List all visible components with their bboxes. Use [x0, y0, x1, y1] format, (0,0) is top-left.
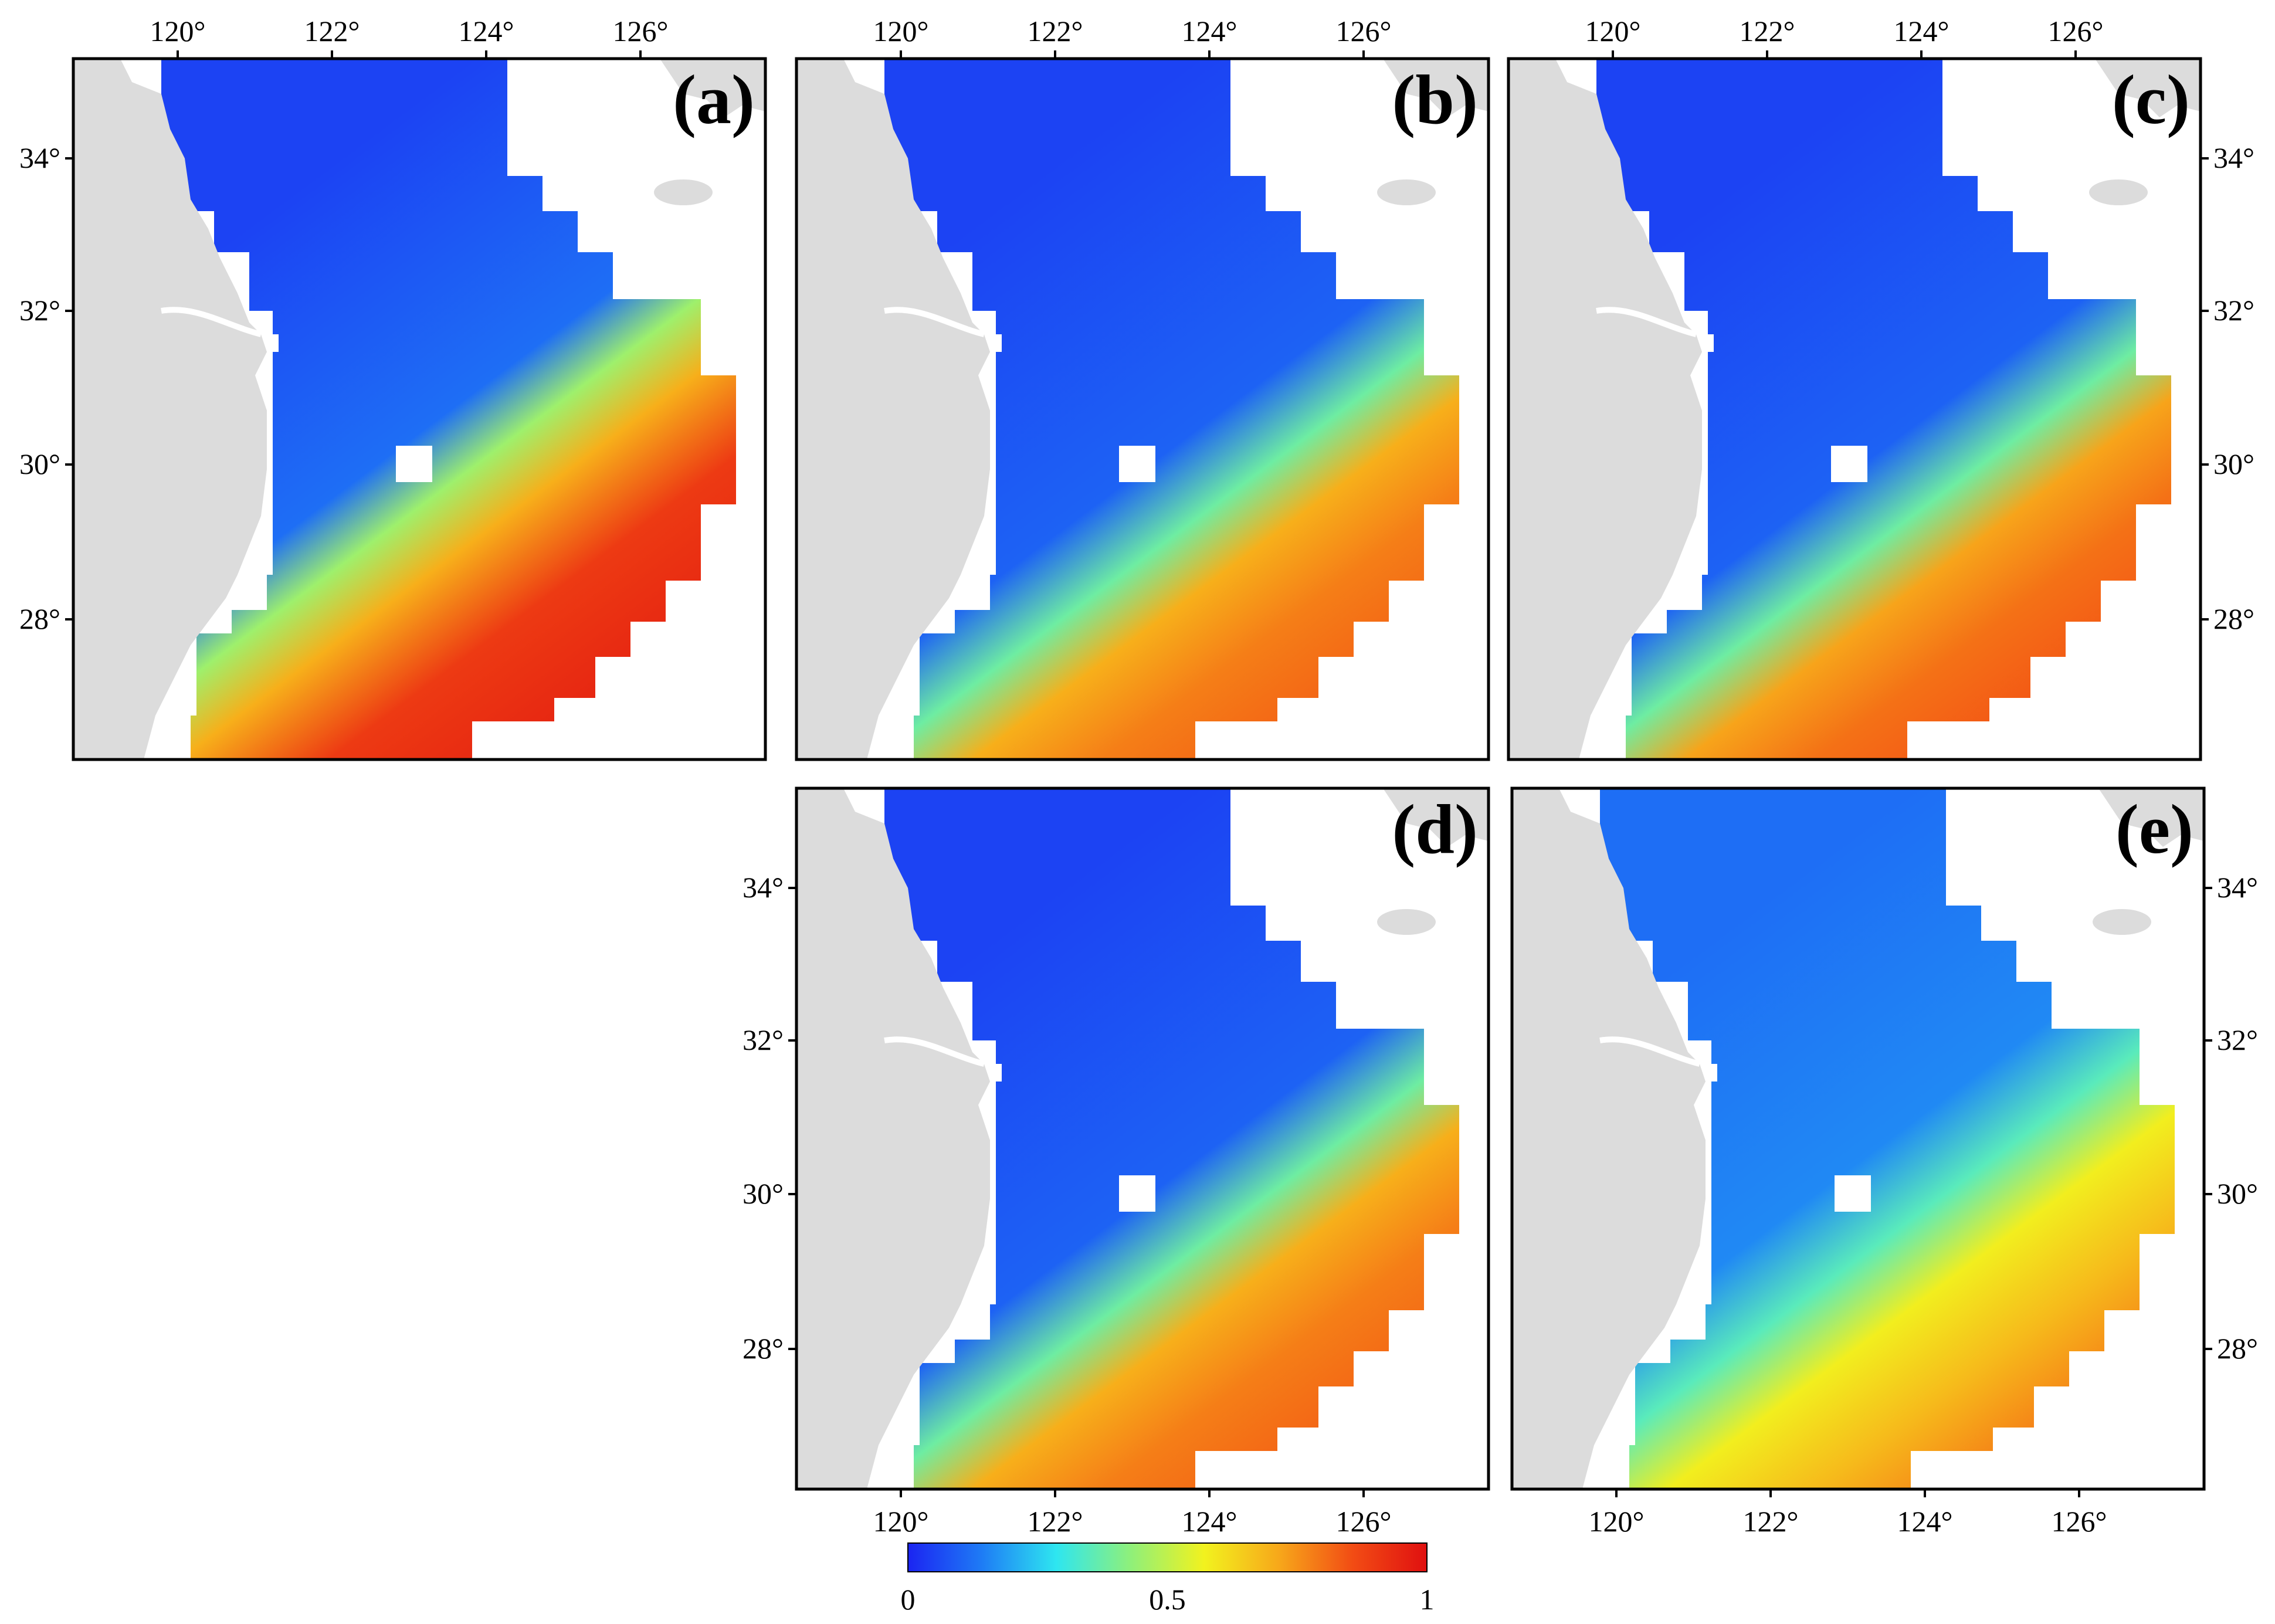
- lon-tick-label: 120°: [1589, 1505, 1645, 1538]
- land-mass: [1508, 59, 1702, 760]
- lon-tick-label: 126°: [613, 15, 669, 48]
- lat-tick-label: 30°: [19, 447, 60, 480]
- no-data-cell: [1119, 446, 1155, 482]
- panel-label: (a): [673, 60, 755, 138]
- colorbar-tick-label: 0: [901, 1583, 916, 1616]
- korea-coast: [660, 59, 765, 117]
- lat-tick-label: 34°: [19, 141, 60, 174]
- lon-tick-label: 126°: [2048, 15, 2104, 48]
- panel-frame: [1507, 57, 2202, 761]
- lat-tick-label: 32°: [2217, 1023, 2258, 1056]
- panel-label: (b): [1392, 60, 1478, 138]
- lon-tick-label: 120°: [150, 15, 206, 48]
- korea-coast: [1383, 59, 1489, 117]
- probability-field: [884, 59, 1459, 760]
- lon-tick-label: 122°: [1028, 15, 1083, 48]
- lon-tick-label: 122°: [1740, 15, 1795, 48]
- lat-tick-label: 28°: [2217, 1332, 2258, 1365]
- jeju-island: [2089, 179, 2148, 205]
- lon-tick-label: 124°: [1897, 1505, 1953, 1538]
- panel-frame: [795, 786, 1490, 1491]
- lon-tick-label: 120°: [873, 15, 929, 48]
- colorbar-tick-label: 0.5: [1149, 1583, 1186, 1616]
- panel-label: (c): [2112, 60, 2190, 138]
- korea-coast: [1383, 788, 1489, 847]
- lon-tick-label: 124°: [1182, 15, 1237, 48]
- panel-label: (d): [1392, 790, 1478, 868]
- lat-tick-label: 30°: [2217, 1177, 2258, 1210]
- map-panel-d: (d) 120° 122° 124° 126° 34° 32° 30° 28°: [742, 786, 1490, 1538]
- yangtze-river: [884, 307, 985, 337]
- yangtze-river: [1599, 1036, 1701, 1067]
- lat-tick-label: 32°: [2213, 294, 2254, 327]
- panel-frame: [1510, 786, 2206, 1491]
- colorbar: 0 0.5 1: [901, 1542, 1435, 1616]
- jeju-island: [2093, 909, 2151, 935]
- lon-tick-label: 122°: [304, 15, 360, 48]
- yangtze-river: [884, 1036, 985, 1067]
- probability-field: [884, 788, 1459, 1489]
- lat-tick-label: 30°: [742, 1177, 784, 1210]
- map-panel-a: (a) 120° 122° 124° 126° 34° 32° 30° 28°: [19, 15, 767, 761]
- land-mass: [73, 59, 267, 760]
- lon-tick-label: 126°: [1336, 1505, 1392, 1538]
- map-panel-c: (c) 120° 122° 124° 126° 34° 32° 30° 28°: [1507, 15, 2254, 761]
- panel-label: (e): [2115, 790, 2193, 868]
- lon-tick-label: 120°: [1585, 15, 1641, 48]
- probability-field: [161, 59, 736, 760]
- land-mass: [1512, 788, 1706, 1489]
- jeju-island: [1377, 179, 1436, 205]
- lon-tick-label: 126°: [1336, 15, 1392, 48]
- lat-tick-label: 32°: [742, 1023, 784, 1056]
- panel-frame: [72, 57, 767, 761]
- lon-tick-label: 124°: [459, 15, 514, 48]
- jeju-island: [654, 179, 713, 205]
- jeju-island: [1377, 909, 1436, 935]
- colorbar-ramp: [907, 1542, 1428, 1572]
- yangtze-river: [161, 307, 262, 337]
- korea-coast: [2095, 59, 2201, 117]
- land-mass: [796, 788, 990, 1489]
- lon-tick-label: 124°: [1182, 1505, 1237, 1538]
- panel-frame: [795, 57, 1490, 761]
- map-panel-e: (e) 120° 122° 124° 126° 34° 32° 30° 28°: [1510, 786, 2258, 1538]
- probability-field: [1600, 788, 2175, 1489]
- lon-tick-label: 124°: [1894, 15, 1949, 48]
- no-data-cell: [1835, 1175, 1871, 1212]
- land-mass: [796, 59, 990, 760]
- map-panel-b: (b) 120° 122° 124° 126°: [795, 15, 1490, 761]
- lat-tick-label: 34°: [742, 871, 784, 904]
- lat-tick-label: 28°: [2213, 602, 2254, 635]
- no-data-cell: [396, 446, 432, 482]
- no-data-cell: [1831, 446, 1867, 482]
- lat-tick-label: 34°: [2213, 141, 2254, 174]
- lon-tick-label: 120°: [873, 1505, 929, 1538]
- lon-tick-label: 122°: [1028, 1505, 1083, 1538]
- lon-tick-label: 126°: [2052, 1505, 2107, 1538]
- lat-tick-label: 28°: [19, 602, 60, 635]
- lat-tick-label: 28°: [742, 1332, 784, 1365]
- lon-tick-label: 122°: [1743, 1505, 1799, 1538]
- lat-tick-label: 32°: [19, 294, 60, 327]
- no-data-cell: [1119, 1175, 1155, 1212]
- lat-tick-label: 34°: [2217, 871, 2258, 904]
- lat-tick-label: 30°: [2213, 447, 2254, 480]
- colorbar-tick-label: 1: [1420, 1583, 1435, 1616]
- probability-field: [1596, 59, 2171, 760]
- yangtze-river: [1596, 307, 1697, 337]
- korea-coast: [2098, 788, 2204, 847]
